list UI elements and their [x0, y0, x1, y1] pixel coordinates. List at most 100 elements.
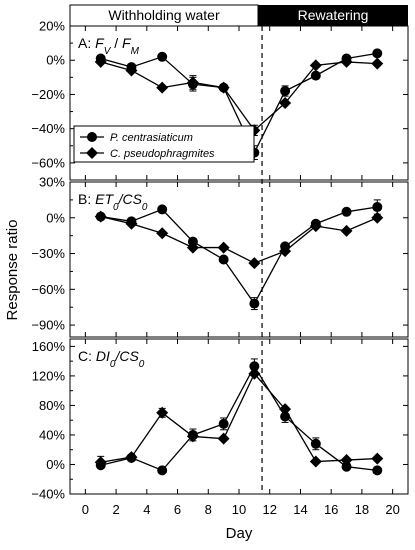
data-point — [125, 64, 138, 77]
data-point — [218, 254, 229, 265]
data-point — [341, 206, 352, 217]
series-c-pseudophragmites — [94, 210, 384, 270]
legend-label: P. centrasiaticum — [110, 132, 193, 144]
data-point — [157, 51, 168, 62]
data-point — [372, 202, 383, 213]
x-tick-label: 12 — [262, 502, 276, 517]
x-tick-label: 18 — [355, 502, 369, 517]
rewatering-label: Rewatering — [298, 7, 369, 23]
y-tick-label: −20% — [31, 87, 65, 102]
data-point — [156, 81, 169, 94]
x-tick-label: 20 — [385, 502, 399, 517]
x-tick-label: 6 — [174, 502, 181, 517]
y-tick-label: 30% — [39, 175, 65, 190]
data-point — [157, 204, 168, 215]
data-point — [125, 217, 138, 230]
panels: 20% 0% −20% −40% −60% A: FV / FM P. centrasiat… — [31, 19, 409, 502]
panel-c: 160% 120% 80% 40% 0% −40% C: DI0/CS0 — [31, 338, 409, 502]
panel-title: C: DI0/CS0 — [78, 348, 145, 370]
data-point — [186, 241, 199, 254]
x-tick-label: 14 — [293, 502, 307, 517]
panel-title: B: ET0/CS0 — [78, 191, 148, 213]
x-tick-label: 2 — [112, 502, 119, 517]
data-point — [309, 455, 322, 468]
series-line — [100, 365, 378, 472]
data-point — [309, 59, 322, 72]
data-point — [156, 227, 169, 240]
y-tick-label: 0% — [46, 210, 65, 225]
y-tick-label: 0% — [46, 457, 65, 472]
data-point — [341, 461, 352, 472]
legend-marker-circle — [87, 132, 97, 142]
series-line — [100, 206, 378, 305]
y-axis-title: Response ratio — [4, 220, 21, 321]
y-tick-label: −40% — [31, 121, 65, 136]
data-point — [309, 220, 322, 233]
data-point — [340, 55, 353, 68]
series-line — [100, 215, 378, 264]
rewatering-box — [258, 5, 408, 26]
y-tick-label: 0% — [46, 53, 65, 68]
data-point — [371, 57, 384, 70]
data-point — [217, 241, 230, 254]
data-point — [371, 452, 384, 465]
x-axis: 0 2 4 6 8 10 12 14 16 18 20 — [82, 502, 400, 517]
data-point — [186, 76, 199, 89]
data-point — [279, 245, 292, 258]
y-tick-label: 40% — [39, 427, 65, 442]
data-point — [186, 430, 199, 443]
legend: P. centrasiaticum C. pseudophragmites — [73, 125, 255, 163]
legend-marker-diamond — [86, 147, 98, 159]
data-point — [248, 367, 261, 380]
data-point — [340, 454, 353, 467]
x-tick-label: 8 — [205, 502, 212, 517]
data-point — [249, 298, 260, 309]
data-point — [248, 257, 261, 270]
data-point — [310, 438, 321, 449]
y-tick-label: 120% — [32, 368, 66, 383]
data-point — [156, 406, 169, 419]
x-axis-title: Day — [226, 525, 253, 542]
y-tick-label: 20% — [39, 19, 65, 34]
data-point — [310, 70, 321, 81]
x-tick-label: 10 — [232, 502, 246, 517]
series-line — [100, 61, 378, 132]
data-point — [279, 403, 292, 416]
data-point — [280, 86, 291, 97]
data-point — [94, 55, 107, 68]
data-point — [94, 456, 107, 469]
phase-header: Withholding water Rewatering — [69, 4, 408, 27]
data-point — [157, 465, 168, 476]
legend-label: C. pseudophragmites — [110, 148, 215, 160]
data-point — [218, 418, 229, 429]
x-tick-label: 4 — [143, 502, 150, 517]
y-tick-label: 80% — [39, 398, 65, 413]
data-point — [217, 432, 230, 445]
data-point — [249, 361, 260, 372]
data-point — [125, 451, 138, 464]
series-line — [100, 372, 378, 463]
data-point — [340, 224, 353, 237]
y-tick-label: 160% — [32, 339, 66, 354]
data-point — [217, 81, 230, 94]
data-point — [94, 210, 107, 223]
series-line — [100, 52, 378, 155]
data-point — [371, 211, 384, 224]
panel-title: A: FV / FM — [78, 35, 140, 57]
y-tick-label: −30% — [31, 246, 65, 261]
data-point — [372, 465, 383, 476]
x-tick-label: 16 — [324, 502, 338, 517]
legend-box — [73, 125, 255, 163]
y-tick-label: −60% — [31, 155, 65, 170]
panel-b: 30% 0% −30% −60% −90% B: ET0/CS0 — [31, 175, 409, 338]
data-point — [372, 48, 383, 59]
data-point — [279, 97, 292, 109]
y-tick-label: −40% — [31, 487, 65, 502]
y-tick-label: −90% — [31, 318, 65, 333]
withholding-label: Withholding water — [108, 7, 220, 23]
x-tick-label: 0 — [82, 502, 89, 517]
series-c-pseudophragmites — [94, 367, 384, 469]
panel-a: 20% 0% −20% −40% −60% A: FV / FM P. centrasiat… — [31, 19, 409, 181]
y-tick-label: −60% — [31, 282, 65, 297]
